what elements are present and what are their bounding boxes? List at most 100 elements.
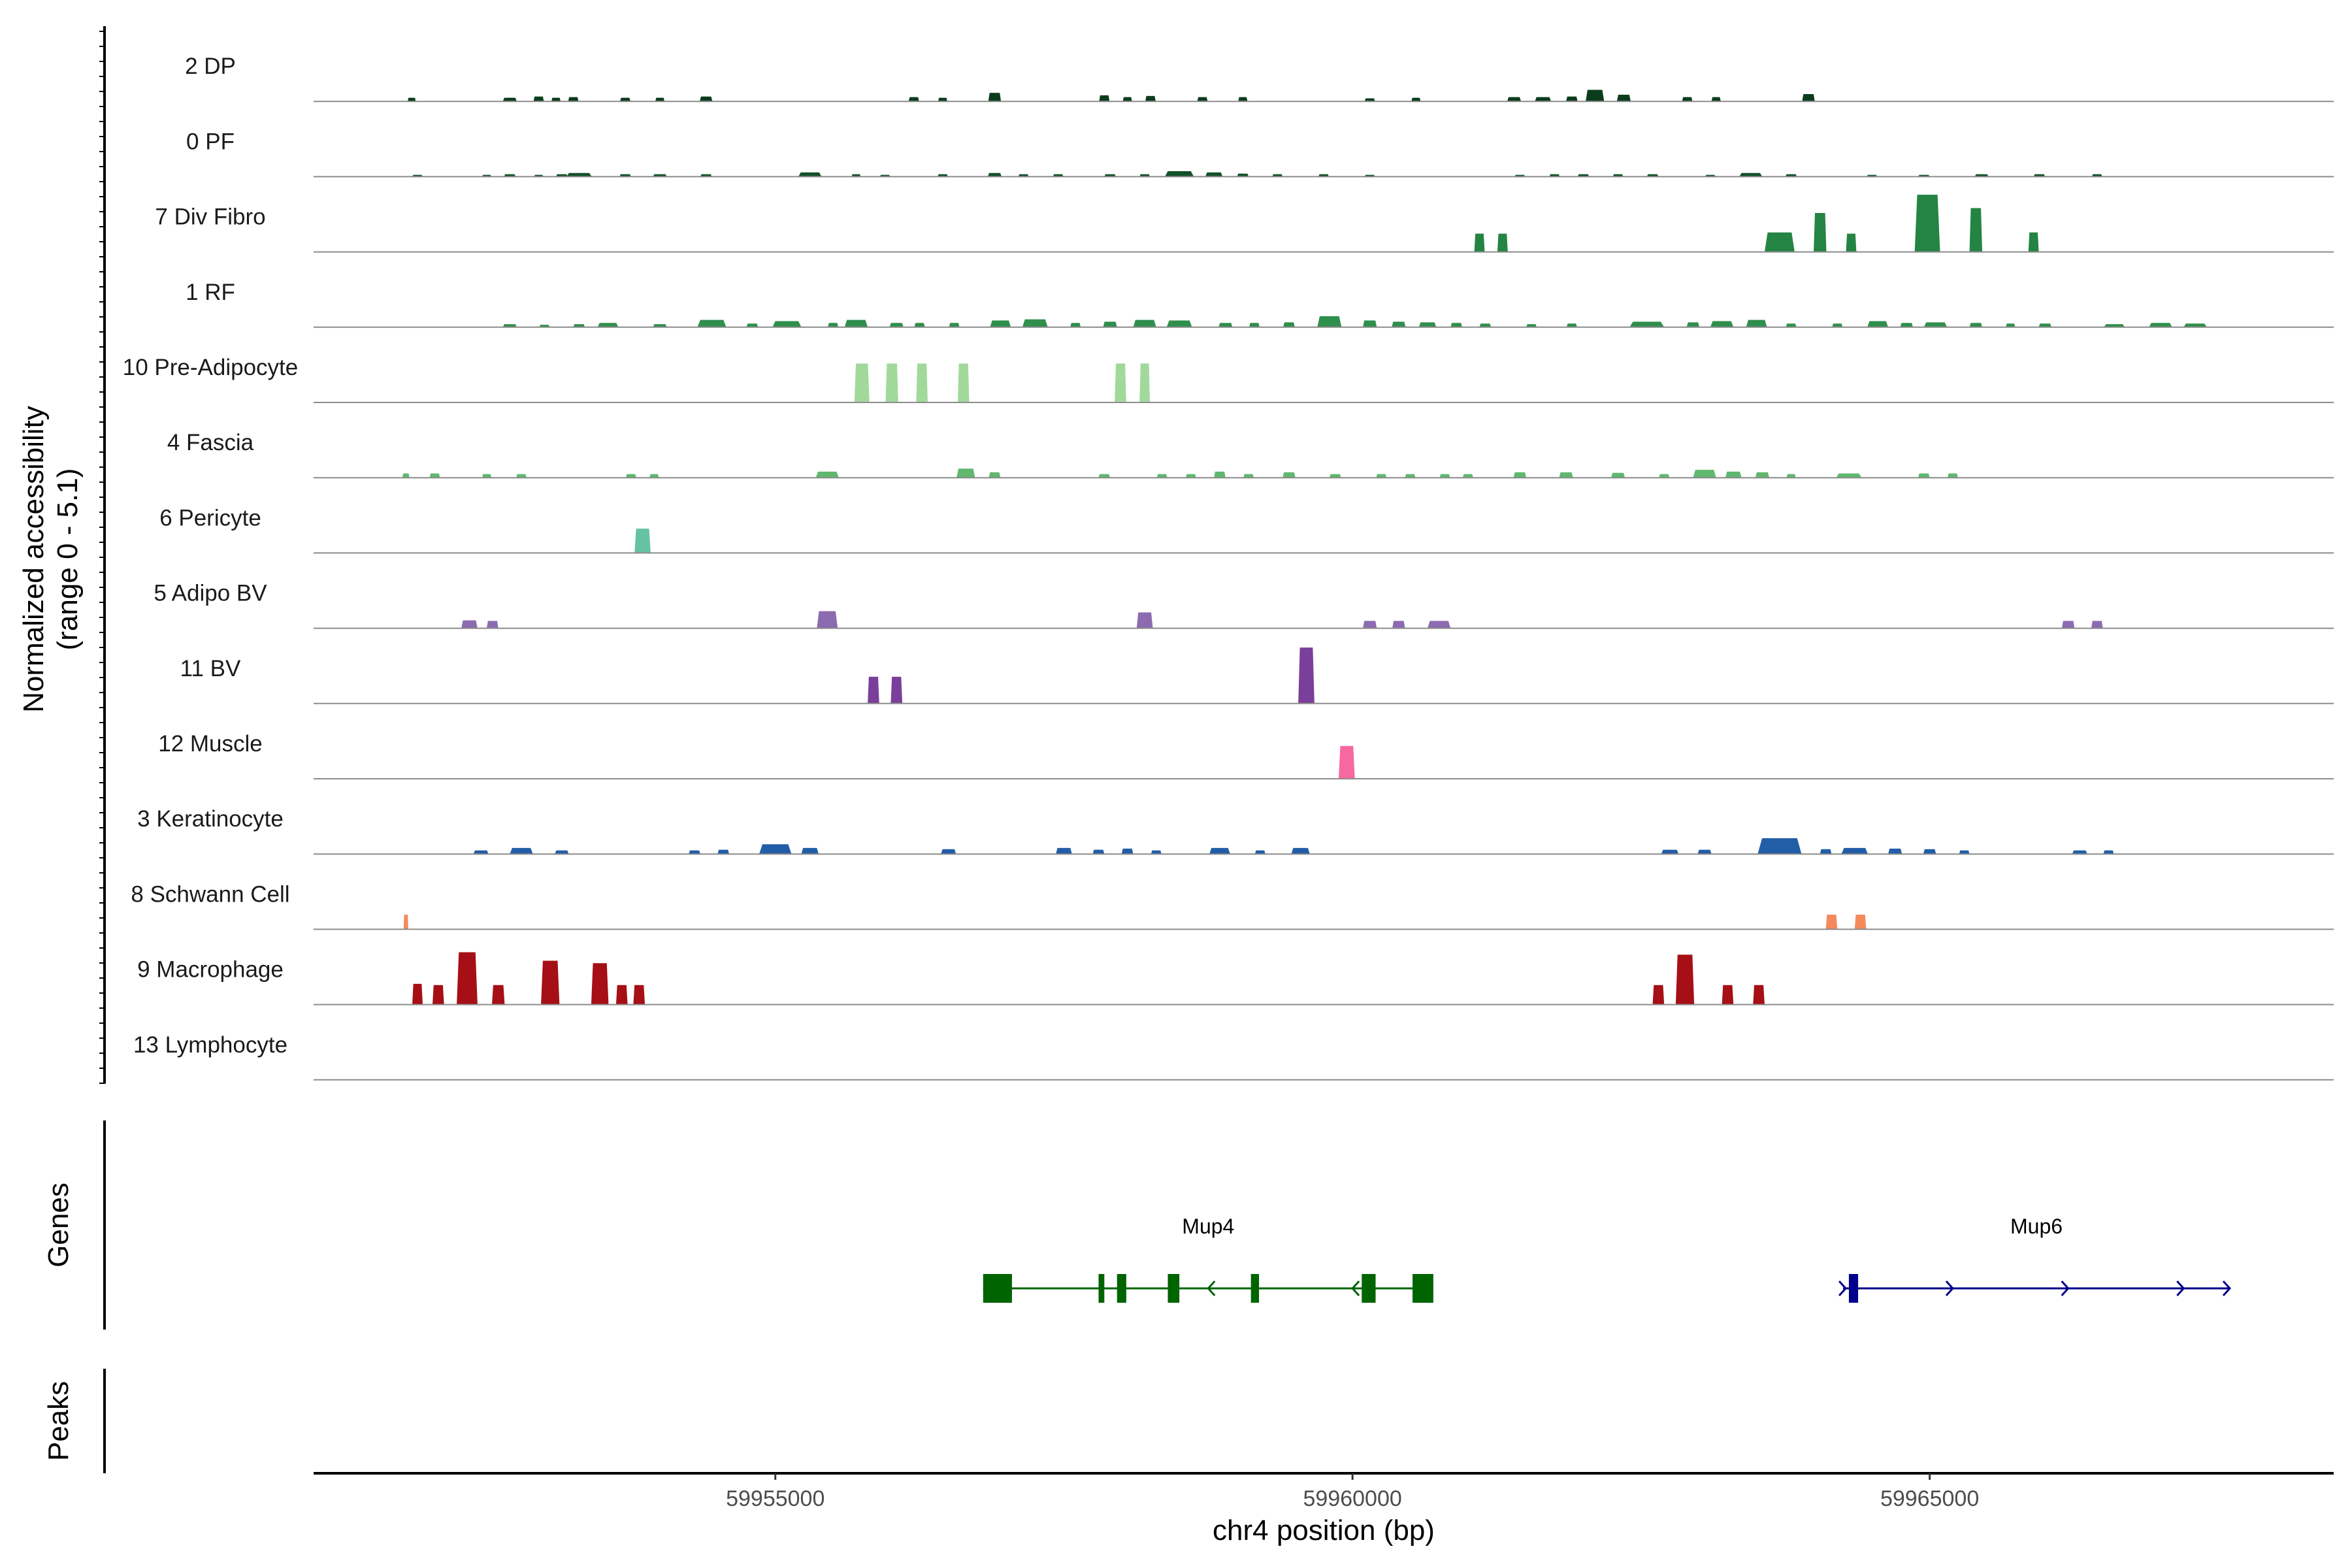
- coverage-peak: [1205, 172, 1223, 177]
- coverage-peak: [1969, 208, 1982, 252]
- coverage-peak: [1786, 474, 1796, 478]
- coverage-peak: [625, 474, 636, 478]
- coverage-peak: [2061, 621, 2075, 629]
- coverage-peak: [844, 319, 868, 327]
- coverage-peak: [2028, 232, 2039, 252]
- track-5-adipo-bv: 5 Adipo BV: [154, 581, 2334, 629]
- coverage-peak: [1711, 97, 1721, 102]
- coverage-peak: [1786, 323, 1797, 327]
- coverage-peak: [885, 363, 898, 402]
- coverage-peak: [1363, 320, 1377, 327]
- strand-arrow: [1207, 1280, 1216, 1297]
- x-tick-label: 59965000: [1880, 1486, 1979, 1511]
- coverage-peak: [551, 97, 561, 102]
- gene-label: Mup4: [1182, 1215, 1234, 1238]
- coverage-peak: [689, 850, 700, 855]
- coverage-peak: [817, 611, 838, 629]
- strand-arrow: [1838, 1280, 1848, 1297]
- coverage-peak: [533, 96, 544, 102]
- coverage-peak: [1209, 847, 1230, 855]
- coverage-peak: [1133, 319, 1156, 327]
- track-label: 11 BV: [180, 656, 241, 681]
- coverage-peak: [1832, 323, 1843, 327]
- strand-arrow: [2061, 1280, 2070, 1297]
- y-axis-ticks: [99, 26, 106, 1084]
- coverage-peak: [1099, 95, 1110, 102]
- gene-exon: [1848, 1274, 1859, 1303]
- coverage-peak: [815, 471, 839, 478]
- coverage-peak: [1566, 323, 1577, 327]
- coverage-peak: [649, 474, 659, 478]
- coverage-peak: [957, 363, 970, 402]
- coverage-peak: [473, 850, 489, 855]
- coverage-peak: [772, 321, 802, 327]
- coverage-peak: [956, 468, 975, 478]
- coverage-peak: [1513, 472, 1527, 478]
- x-tick-label: 59960000: [1303, 1486, 1402, 1511]
- coverage-peak: [914, 323, 925, 327]
- coverage-peak: [938, 97, 948, 102]
- coverage-peak: [1249, 323, 1260, 327]
- coverage-peak: [1197, 97, 1208, 102]
- coverage-peak: [502, 324, 517, 327]
- coverage-peak: [487, 621, 498, 629]
- coverage-peak: [1559, 472, 1573, 478]
- coverage-peak: [1802, 94, 1815, 102]
- track-8-schwann-cell: 8 Schwann Cell: [131, 881, 2334, 930]
- coverage-peak: [1507, 97, 1522, 102]
- coverage-peak: [403, 915, 408, 930]
- y-axis-title: Normalized accessibility: [18, 406, 50, 712]
- coverage-peak: [890, 676, 903, 704]
- track-label: 0 PF: [186, 129, 235, 154]
- coverage-peak: [516, 474, 527, 478]
- coverage-peak: [597, 323, 619, 327]
- track-10-pre-adipocyte: 10 Pre-Adipocyte: [123, 355, 2334, 403]
- gene-exon: [1362, 1274, 1376, 1303]
- coverage-peak: [402, 473, 410, 478]
- coverage-peak: [1753, 985, 1765, 1005]
- track-12-muscle: 12 Muscle: [158, 731, 2334, 779]
- coverage-peak: [1317, 316, 1342, 327]
- coverage-peak: [1629, 321, 1665, 327]
- coverage-peak: [1254, 850, 1266, 855]
- coverage-peak: [941, 849, 956, 855]
- coverage-peak: [1165, 171, 1194, 177]
- coverage-peak: [1145, 95, 1156, 102]
- coverage-peak: [1659, 474, 1670, 478]
- coverage-peak: [615, 985, 628, 1005]
- coverage-peak: [1841, 847, 1869, 855]
- gene-exon: [1117, 1274, 1126, 1303]
- coverage-peak: [491, 985, 505, 1005]
- coverage-peak: [717, 849, 730, 855]
- coverage-peak: [1836, 473, 1862, 478]
- coverage-peak: [759, 844, 792, 855]
- track-label: 4 Fascia: [167, 430, 254, 455]
- coverage-peak: [801, 847, 819, 855]
- coverage-peak: [1914, 195, 1940, 252]
- coverage-peak: [1764, 232, 1795, 252]
- coverage-peak: [1450, 323, 1463, 327]
- gene-exon: [1098, 1274, 1105, 1303]
- coverage-peak: [1291, 847, 1310, 855]
- coverage-peak: [987, 172, 1002, 177]
- coverage-peak: [1115, 363, 1126, 402]
- coverage-peak: [1364, 98, 1375, 102]
- gene-mup4: Mup4: [983, 1215, 1433, 1303]
- track-1-rf: 1 RF: [186, 280, 2334, 328]
- coverage-peak: [1497, 233, 1508, 252]
- coverage-peak: [1610, 472, 1625, 478]
- coverage-peak: [429, 473, 440, 478]
- coverage-peak: [1918, 473, 1930, 478]
- coverage-peak: [541, 960, 560, 1005]
- coverage-peak: [1392, 321, 1406, 327]
- coverage-peak: [1739, 172, 1763, 177]
- coverage-peak: [988, 93, 1002, 102]
- coverage-peak: [1697, 849, 1712, 855]
- coverage-peak: [2072, 850, 2087, 855]
- coverage-peak: [1392, 621, 1405, 629]
- coverage-peak: [1121, 848, 1134, 855]
- coverage-peak: [1376, 474, 1387, 478]
- gene-label: Mup6: [2010, 1215, 2063, 1238]
- gene-exon: [1413, 1274, 1433, 1303]
- coverage-peak: [1820, 849, 1832, 855]
